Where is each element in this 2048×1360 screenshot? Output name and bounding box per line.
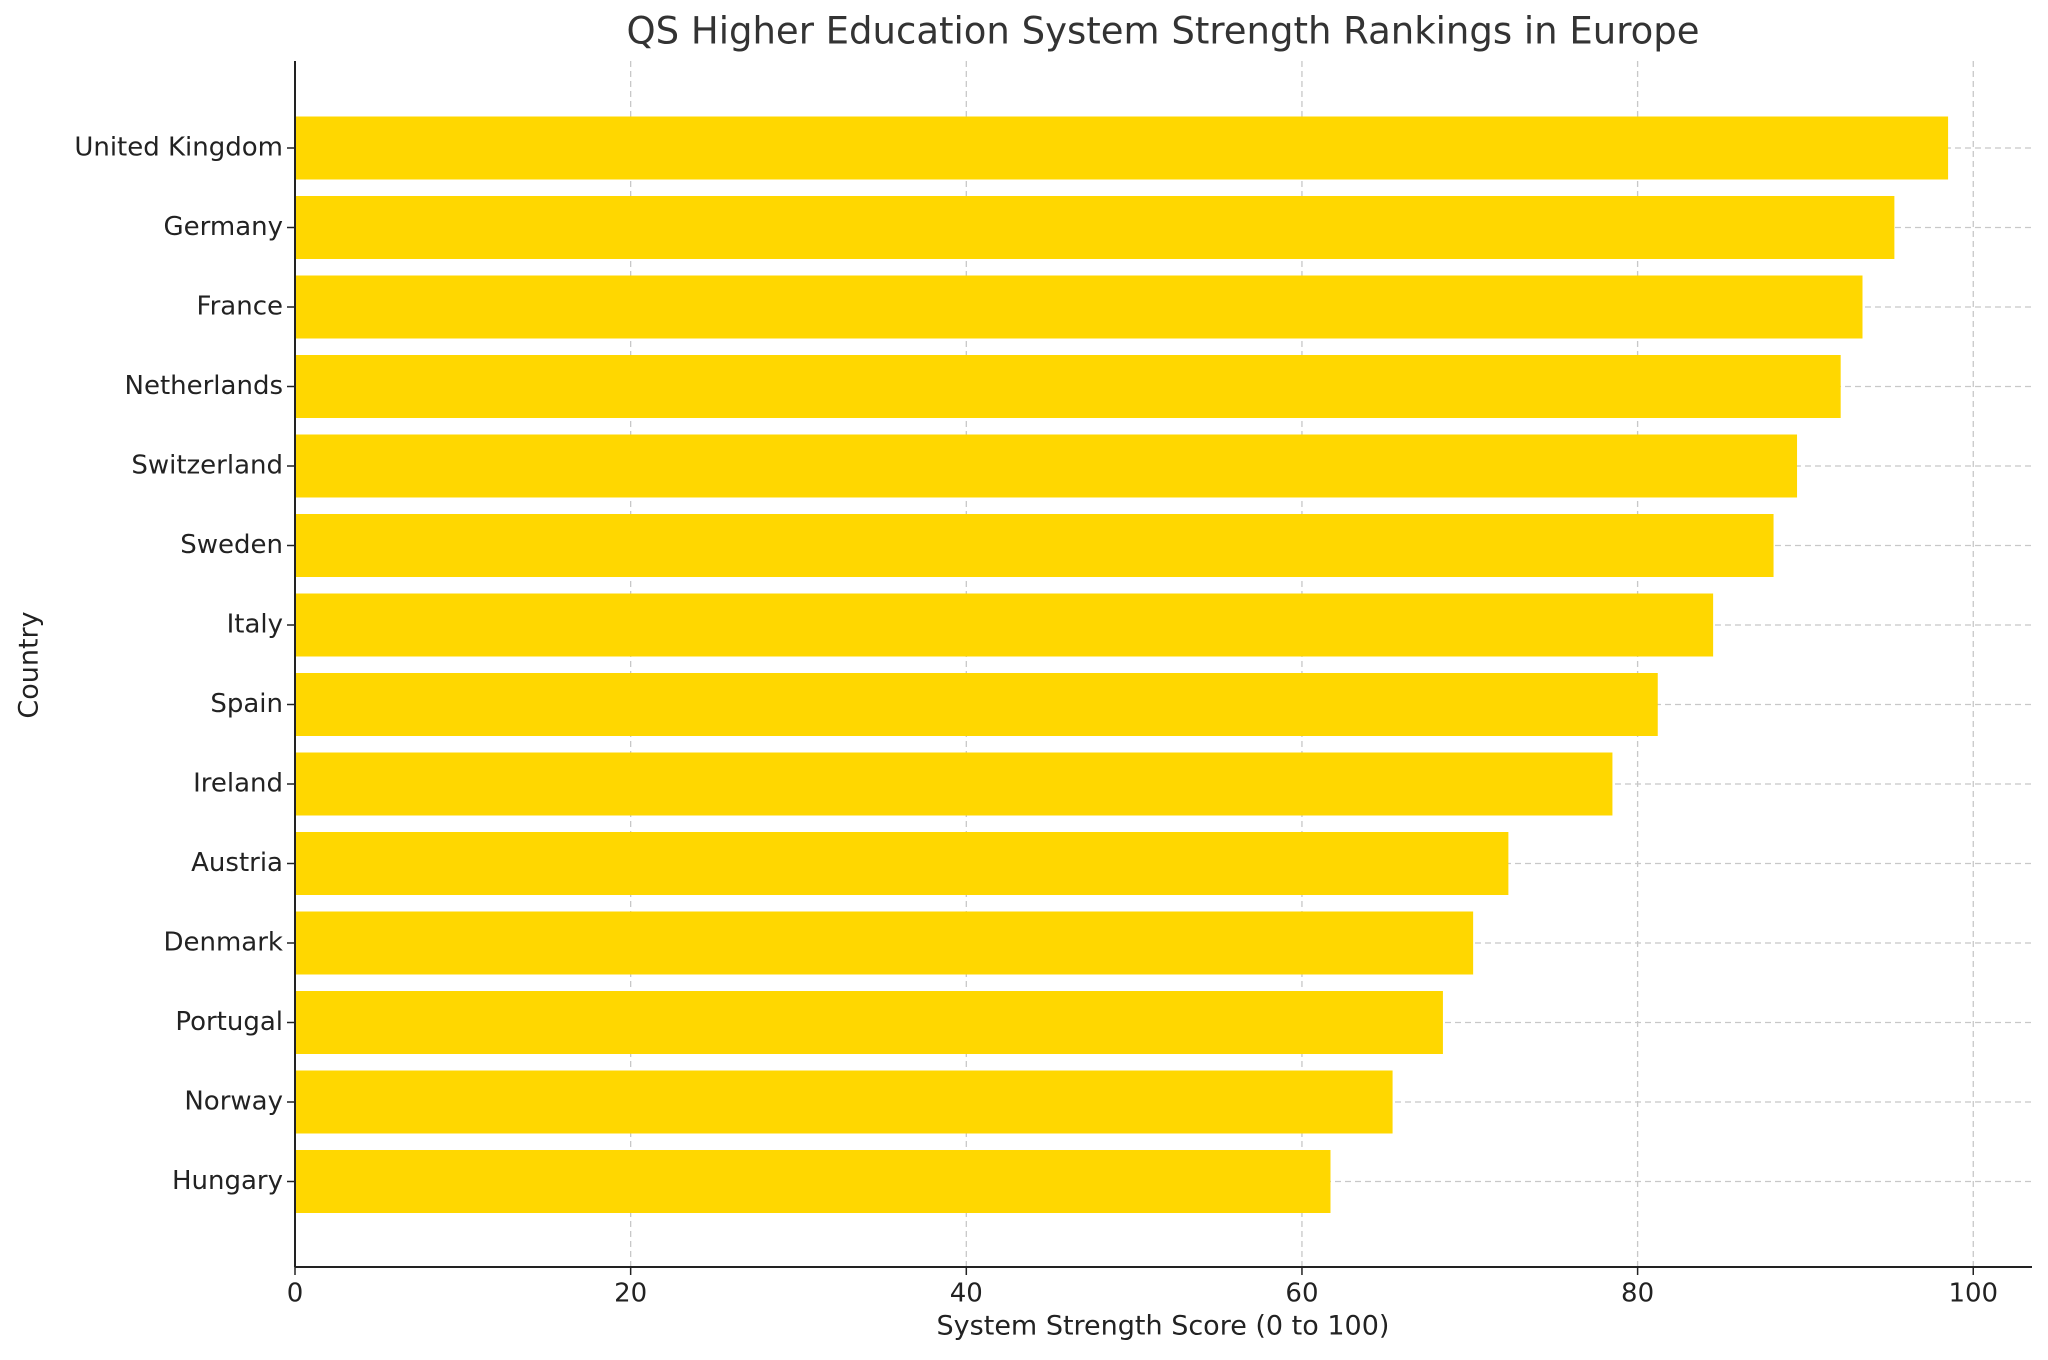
y-tick-label: Italy	[227, 610, 283, 640]
x-tick-label: 100	[1948, 1279, 1998, 1309]
y-tick-label: France	[197, 292, 283, 322]
y-tick-label: Denmark	[163, 928, 283, 958]
x-tick-label: 0	[287, 1279, 304, 1309]
bar	[295, 275, 1863, 339]
bar	[295, 1150, 1331, 1213]
bar	[295, 593, 1714, 657]
bar	[295, 991, 1443, 1054]
x-tick-label: 40	[950, 1279, 983, 1309]
bar	[295, 911, 1474, 975]
bar	[295, 1070, 1393, 1134]
bar	[295, 832, 1509, 895]
y-tick-label: United Kingdom	[74, 133, 283, 163]
chart-title: QS Higher Education System Strength Rank…	[627, 10, 1700, 53]
x-tick-label: 80	[1621, 1279, 1654, 1309]
y-tick-label: Switzerland	[131, 451, 283, 481]
bar	[295, 355, 1841, 418]
bar	[295, 196, 1895, 259]
y-tick-label: Spain	[210, 689, 283, 719]
bar	[295, 514, 1774, 577]
y-tick-label: Sweden	[180, 530, 283, 560]
y-tick-label: Norway	[184, 1087, 283, 1117]
x-tick-label: 20	[614, 1279, 647, 1309]
y-tick-label: Portugal	[175, 1007, 283, 1037]
x-tick-label: 60	[1285, 1279, 1318, 1309]
bar	[295, 673, 1658, 736]
y-tick-label: Netherlands	[125, 371, 284, 401]
x-axis-label: System Strength Score (0 to 100)	[937, 1311, 1390, 1342]
y-tick-label: Hungary	[172, 1166, 283, 1196]
bar	[295, 752, 1613, 816]
y-tick-label: Austria	[191, 848, 283, 878]
y-tick-label: Germany	[163, 212, 283, 242]
y-tick-label: Ireland	[193, 769, 283, 799]
bar	[295, 434, 1798, 498]
bar	[295, 116, 1949, 180]
y-axis-label: Country	[14, 611, 45, 718]
